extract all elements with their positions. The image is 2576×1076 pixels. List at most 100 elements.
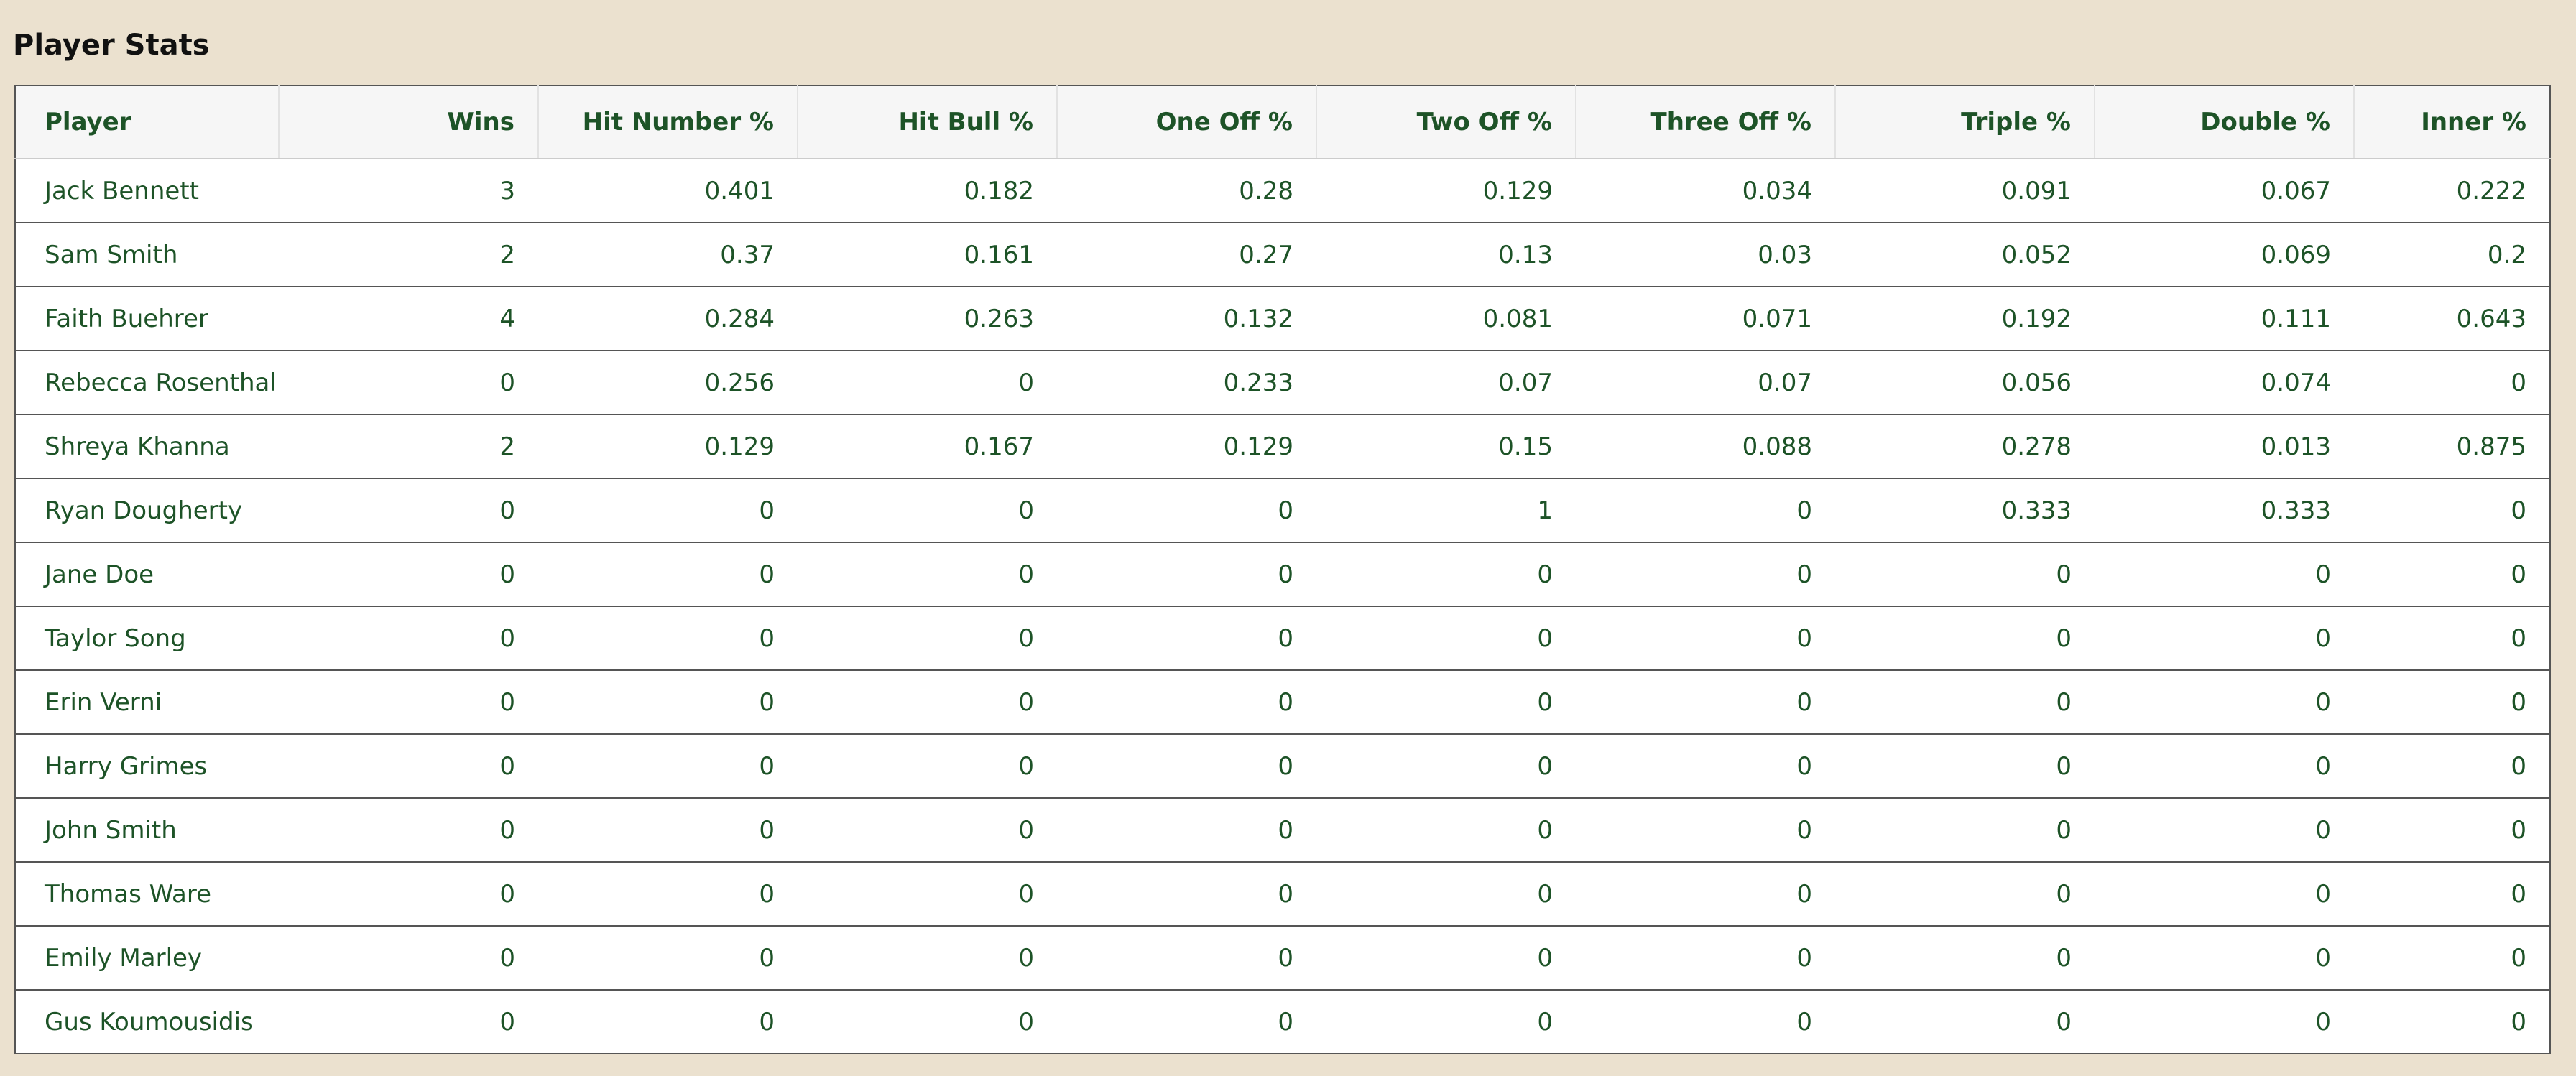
stat-cell: 0 [279, 733, 538, 798]
table-row: Emily Marley 0 0 0 0 0 0 0 0 0 [15, 925, 2550, 990]
stat-cell: 0 [2095, 542, 2354, 606]
table-row: Thomas Ware 0 0 0 0 0 0 0 0 0 [15, 861, 2550, 926]
player-name: Gus Koumousidis [15, 989, 279, 1054]
stat-cell: 0 [2354, 478, 2550, 542]
stat-cell: 0 [2354, 989, 2550, 1054]
stat-cell: 0 [2095, 925, 2354, 990]
stat-cell: 0 [2354, 733, 2550, 798]
stat-cell: 0 [1057, 478, 1316, 542]
column-header: Wins [279, 85, 539, 159]
stat-cell: 0.07 [1576, 350, 1835, 414]
stat-cell: 0 [798, 542, 1057, 606]
table-row: Erin Verni 0 0 0 0 0 0 0 0 0 [15, 669, 2550, 734]
stat-cell: 0 [1835, 542, 2095, 606]
player-name: Thomas Ware [15, 861, 279, 926]
stat-cell: 0.875 [2354, 414, 2550, 478]
stat-cell: 0.278 [1835, 414, 2095, 478]
stat-cell: 0 [798, 989, 1057, 1054]
stat-cell: 0 [1316, 542, 1576, 606]
player-name: Taylor Song [15, 606, 279, 670]
stat-cell: 0 [1835, 797, 2095, 862]
stat-cell: 0 [279, 350, 538, 414]
stat-cell: 0.256 [538, 350, 798, 414]
column-header: Hit Number % [538, 85, 798, 159]
player-name: Emily Marley [15, 925, 279, 990]
player-name: Shreya Khanna [15, 414, 279, 478]
stat-cell: 0.07 [1316, 350, 1576, 414]
stat-cell: 0 [2095, 797, 2354, 862]
stat-cell: 0 [1057, 861, 1316, 926]
column-header: Inner % [2354, 85, 2550, 159]
stat-cell: 0 [538, 542, 798, 606]
stat-cell: 0.13 [1316, 222, 1576, 287]
stat-cell: 0.052 [1835, 222, 2095, 287]
stat-cell: 0.37 [538, 222, 798, 287]
stat-cell: 0 [279, 989, 538, 1054]
stat-cell: 0.111 [2095, 286, 2354, 351]
stat-cell: 0 [1835, 925, 2095, 990]
stat-cell: 0 [538, 733, 798, 798]
stat-cell: 0 [1057, 925, 1316, 990]
table-row: Ryan Dougherty 0 0 0 0 1 0 0.333 0.333 0 [15, 478, 2550, 542]
stat-cell: 0.192 [1835, 286, 2095, 351]
player-name: Jack Bennett [15, 158, 279, 223]
stat-cell: 0 [798, 669, 1057, 734]
stat-cell: 0.034 [1576, 158, 1835, 223]
stat-cell: 0 [279, 669, 538, 734]
stat-cell: 0.081 [1316, 286, 1576, 351]
stat-cell: 0 [798, 925, 1057, 990]
stat-cell: 0 [2095, 861, 2354, 926]
stat-cell: 0 [538, 606, 798, 670]
table-row: John Smith 0 0 0 0 0 0 0 0 0 [15, 797, 2550, 862]
stat-cell: 0 [798, 350, 1057, 414]
table-row: Harry Grimes 0 0 0 0 0 0 0 0 0 [15, 733, 2550, 798]
stat-cell: 0 [2354, 350, 2550, 414]
stat-cell: 0.182 [798, 158, 1057, 223]
stat-cell: 0 [1057, 797, 1316, 862]
stat-cell: 0 [1576, 797, 1835, 862]
stat-cell: 0 [2354, 925, 2550, 990]
stat-cell: 4 [279, 286, 538, 351]
stat-cell: 0 [538, 925, 798, 990]
stat-cell: 0 [2095, 669, 2354, 734]
stat-cell: 0 [1576, 989, 1835, 1054]
stat-cell: 0 [2354, 797, 2550, 862]
stat-cell: 0 [538, 669, 798, 734]
stat-cell: 0 [2354, 669, 2550, 734]
stat-cell: 0 [1057, 606, 1316, 670]
stat-cell: 0 [1316, 989, 1576, 1054]
stat-cell: 0 [1057, 669, 1316, 734]
stat-cell: 0.129 [1057, 414, 1316, 478]
table-row: Gus Koumousidis 0 0 0 0 0 0 0 0 0 [15, 989, 2550, 1054]
table-row: Sam Smith 2 0.37 0.161 0.27 0.13 0.03 0.052 0.06… [15, 222, 2550, 287]
stat-cell: 0.069 [2095, 222, 2354, 287]
player-name: Sam Smith [15, 222, 279, 287]
column-header: Hit Bull % [798, 85, 1058, 159]
column-header: One Off % [1057, 85, 1317, 159]
stat-cell: 0 [798, 478, 1057, 542]
stat-cell: 0.167 [798, 414, 1057, 478]
stat-cell: 0 [1316, 606, 1576, 670]
stat-cell: 0.233 [1057, 350, 1316, 414]
stat-cell: 0 [279, 861, 538, 926]
stat-cell: 0.013 [2095, 414, 2354, 478]
stat-cell: 0 [538, 861, 798, 926]
stat-cell: 0 [1316, 797, 1576, 862]
player-name: Erin Verni [15, 669, 279, 734]
table-row: Faith Buehrer 4 0.284 0.263 0.132 0.081 0.071 0… [15, 286, 2550, 351]
stat-cell: 0 [1316, 669, 1576, 734]
stat-cell: 0.333 [1835, 478, 2095, 542]
stat-cell: 0.2 [2354, 222, 2550, 287]
stat-cell: 0 [2354, 542, 2550, 606]
player-name: Ryan Dougherty [15, 478, 279, 542]
table-body: Jack Bennett 3 0.401 0.182 0.28 0.129 0.034 0.0… [15, 158, 2550, 1054]
table-row: Rebecca Rosenthal 0 0.256 0 0.233 0.07 0.07 0.0… [15, 350, 2550, 414]
stat-cell: 0 [798, 797, 1057, 862]
stat-cell: 0 [1576, 733, 1835, 798]
stat-cell: 0 [538, 797, 798, 862]
stat-cell: 0.03 [1576, 222, 1835, 287]
stat-cell: 0 [1576, 861, 1835, 926]
player-name: Faith Buehrer [15, 286, 279, 351]
stat-cell: 0 [798, 861, 1057, 926]
